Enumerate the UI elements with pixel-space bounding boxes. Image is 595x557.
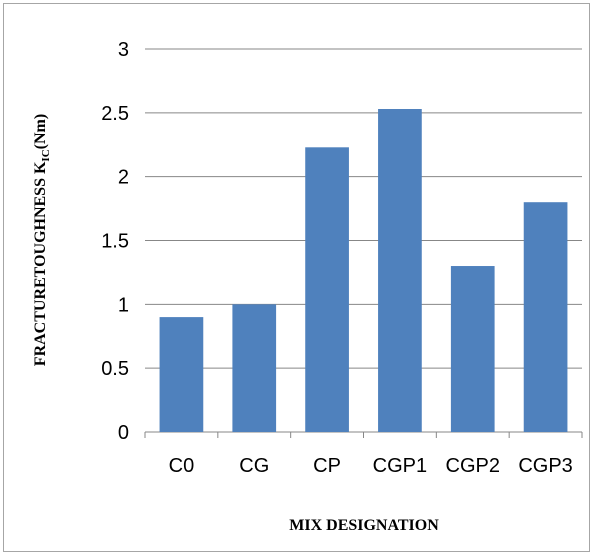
bar-cg [232, 304, 277, 432]
x-tick-label: CGP3 [518, 455, 572, 477]
x-tick-label: CGP2 [446, 455, 500, 477]
y-tick-label: 0 [118, 422, 129, 444]
y-tick-label: 2.5 [101, 103, 129, 125]
x-tick-label: CP [313, 455, 341, 477]
y-tick-labels: 0 0.5 1 1.5 2 2.5 3 [101, 39, 129, 444]
y-tick-label: 1 [118, 294, 129, 316]
y-axis-title-subscript: IC [40, 149, 52, 161]
y-tick-label: 2 [118, 167, 129, 189]
x-tick-labels: C0 CG CP CGP1 CGP2 CGP3 [169, 455, 573, 477]
gridlines [144, 48, 583, 438]
y-tick-label: 0.5 [101, 358, 129, 380]
bar-c0 [159, 317, 204, 432]
x-axis-title: MIX DESIGNATION [289, 517, 439, 534]
y-tick-label: 3 [118, 39, 129, 61]
x-tick-label: C0 [169, 455, 195, 477]
x-tick-label: CG [239, 455, 269, 477]
y-axis-title-suffix: (Nm) [32, 114, 49, 150]
y-axis-title-main: FRACTURETOUGHNESS K [32, 161, 49, 366]
bar-cgp3 [523, 202, 568, 432]
bar-cp [305, 147, 349, 432]
bars [159, 109, 568, 433]
y-tick-label: 1.5 [101, 231, 129, 253]
y-axis-title: FRACTURETOUGHNESS KIC(Nm) [32, 114, 52, 366]
bar-cgp2 [450, 266, 495, 432]
x-tick-label: CGP1 [373, 455, 427, 477]
bar-cgp1 [378, 109, 422, 433]
